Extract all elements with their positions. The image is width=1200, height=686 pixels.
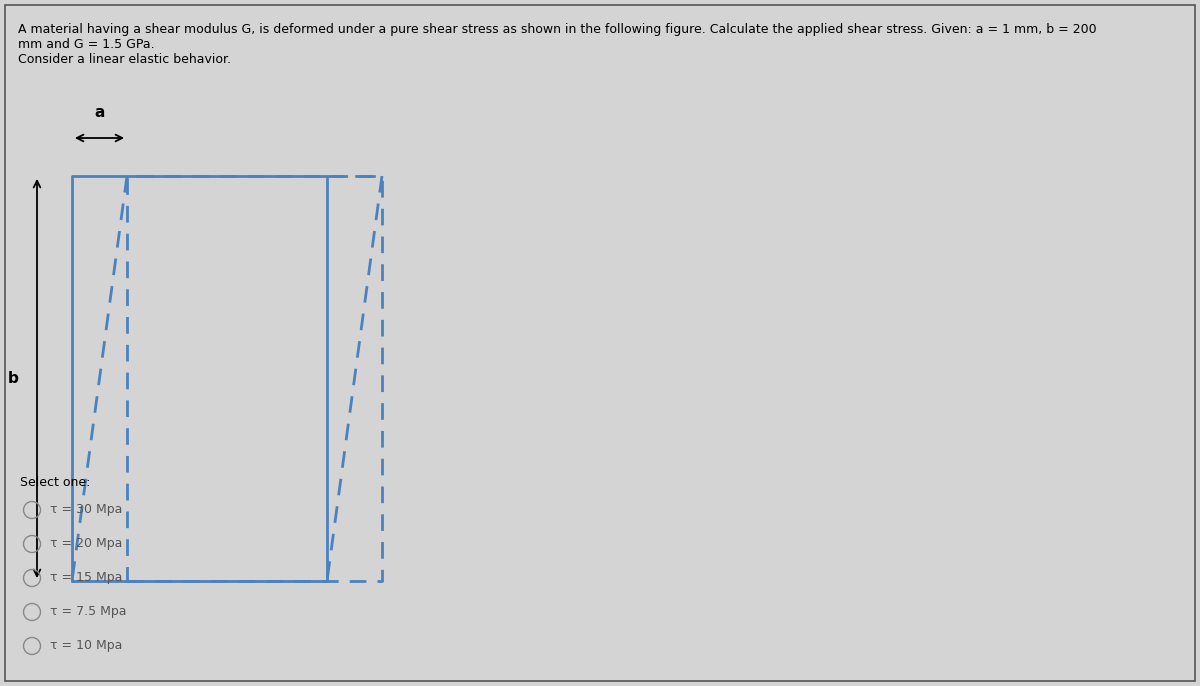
Text: Select one:: Select one: <box>20 476 90 489</box>
Text: τ = 15 Mpa: τ = 15 Mpa <box>50 571 122 584</box>
Text: a: a <box>95 105 104 120</box>
Text: mm and G = 1.5 GPa.: mm and G = 1.5 GPa. <box>18 38 155 51</box>
Text: τ = 7.5 Mpa: τ = 7.5 Mpa <box>50 606 126 619</box>
Text: τ = 30 Mpa: τ = 30 Mpa <box>50 504 122 517</box>
Text: b: b <box>8 371 19 386</box>
Text: A material having a shear modulus G, is deformed under a pure shear stress as sh: A material having a shear modulus G, is … <box>18 23 1097 36</box>
Text: τ = 10 Mpa: τ = 10 Mpa <box>50 639 122 652</box>
Text: τ = 20 Mpa: τ = 20 Mpa <box>50 538 122 550</box>
Text: Consider a linear elastic behavior.: Consider a linear elastic behavior. <box>18 53 230 66</box>
